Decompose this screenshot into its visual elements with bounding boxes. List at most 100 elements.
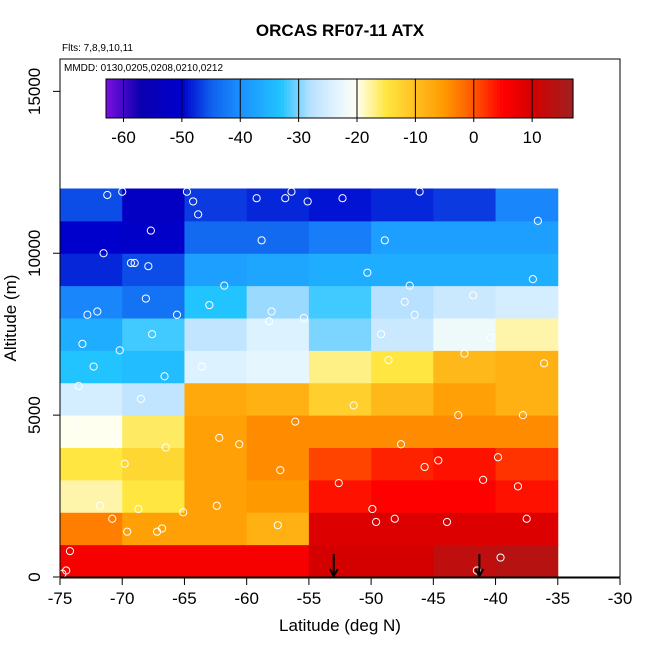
observation-point bbox=[118, 187, 127, 196]
heatmap-cell bbox=[60, 188, 123, 222]
observation-point bbox=[141, 294, 150, 303]
observation-point bbox=[220, 281, 229, 290]
y-axis-title: Altitude (m) bbox=[1, 275, 20, 362]
colorbar-segment bbox=[269, 79, 273, 118]
heatmap-cell bbox=[246, 544, 310, 578]
observation-point bbox=[415, 187, 424, 196]
observation-point bbox=[338, 194, 347, 203]
heatmap-cell bbox=[495, 447, 559, 481]
colorbar-segment bbox=[281, 79, 285, 118]
colorbar-segment bbox=[184, 79, 189, 118]
x-axis: -75 -70 -65 -60 -55 -50 -45 -40 -35 -30 bbox=[48, 577, 633, 608]
observation-point bbox=[518, 411, 528, 420]
colorbar-segment bbox=[365, 79, 370, 118]
heatmap-cell bbox=[308, 544, 372, 578]
heatmap-cell bbox=[122, 220, 185, 254]
heatmap-cell bbox=[371, 382, 434, 416]
heatmap-cell bbox=[122, 447, 185, 481]
colorbar-segment bbox=[488, 79, 492, 118]
marker-arrow bbox=[474, 554, 485, 579]
colorbar-segment bbox=[494, 79, 498, 118]
observation-point bbox=[454, 411, 463, 420]
colorbar-segment bbox=[357, 79, 361, 118]
heatmap-cell bbox=[246, 253, 310, 287]
heatmap-cell bbox=[60, 382, 123, 416]
colorbar-segment bbox=[237, 79, 241, 118]
colorbar-tick-label: -30 bbox=[286, 128, 311, 147]
observation-point bbox=[74, 381, 83, 391]
observation-point bbox=[496, 553, 505, 562]
heatmap-cell bbox=[433, 382, 497, 416]
observation-point bbox=[434, 456, 443, 465]
colorbar-tick-label: 10 bbox=[523, 128, 542, 147]
colorbar-segment bbox=[284, 79, 288, 118]
heatmap-cell bbox=[246, 447, 310, 481]
observation-point bbox=[390, 514, 399, 523]
heatmap-cell bbox=[184, 512, 248, 546]
colorbar-segment bbox=[333, 79, 338, 118]
x-axis-title: Latitude (deg N) bbox=[279, 616, 401, 635]
colorbar-segment bbox=[138, 79, 142, 118]
colorbar-tick-label: -60 bbox=[111, 128, 136, 147]
colorbar-segment bbox=[447, 79, 452, 118]
colorbar-segment bbox=[319, 79, 323, 118]
observation-point bbox=[197, 362, 206, 371]
observation-point bbox=[539, 359, 549, 368]
observation-point bbox=[65, 547, 75, 556]
heatmap-cell bbox=[184, 253, 248, 287]
observation-point bbox=[136, 394, 145, 404]
heatmap-cell bbox=[495, 285, 559, 319]
colorbar-segment bbox=[432, 79, 437, 118]
observation-point bbox=[78, 339, 87, 348]
colorbar-segment bbox=[570, 79, 574, 118]
colorbar-segment bbox=[441, 79, 446, 118]
heatmap-cell bbox=[308, 415, 372, 448]
observation-point bbox=[147, 330, 157, 339]
heatmap-cell bbox=[122, 188, 185, 222]
observation-point bbox=[410, 310, 419, 319]
colorbar-segment bbox=[301, 79, 306, 118]
y-tick-label: 5000 bbox=[25, 396, 44, 434]
heatmap-cell bbox=[495, 318, 559, 351]
colorbar-segment bbox=[383, 79, 387, 118]
heatmap-cell bbox=[246, 350, 310, 384]
heatmap-cell bbox=[184, 479, 248, 513]
colorbar-segment bbox=[535, 79, 539, 118]
colorbar-segment bbox=[549, 79, 554, 118]
heatmap-cell bbox=[495, 188, 559, 222]
colorbar-segment bbox=[298, 79, 303, 118]
x-tick-label: -65 bbox=[172, 589, 197, 608]
x-tick-label: -75 bbox=[48, 589, 73, 608]
colorbar-segment bbox=[412, 79, 416, 118]
colorbar-segment bbox=[126, 79, 130, 118]
colorbar-segment bbox=[368, 79, 373, 118]
colorbar-segment bbox=[505, 79, 510, 118]
colorbar-segment bbox=[190, 79, 195, 118]
colorbar-segment bbox=[155, 79, 160, 118]
colorbar-segment bbox=[339, 79, 344, 118]
heatmap-cell bbox=[184, 220, 248, 254]
observation-point bbox=[235, 440, 244, 449]
x-tick-label: -30 bbox=[608, 589, 633, 608]
colorbar-segment bbox=[266, 79, 271, 118]
observation-point bbox=[472, 566, 481, 575]
observation-point bbox=[99, 249, 108, 258]
colorbar-segment bbox=[251, 79, 256, 118]
observation-point bbox=[460, 349, 469, 358]
heatmap-cell bbox=[246, 415, 310, 448]
heatmap-cell bbox=[308, 382, 372, 416]
colorbar-segment bbox=[456, 79, 460, 118]
colorbar-segment bbox=[514, 79, 519, 118]
colorbar-segment bbox=[289, 79, 294, 118]
heatmap-cell bbox=[122, 479, 185, 513]
observation-point bbox=[273, 521, 282, 530]
y-axis: 0 5000 10000 15000 bbox=[25, 68, 61, 582]
colorbar-segment bbox=[254, 79, 259, 118]
colorbar-segment bbox=[532, 79, 536, 118]
observation-point bbox=[513, 482, 523, 491]
observation-point bbox=[368, 504, 377, 514]
observation-point bbox=[396, 440, 406, 449]
colorbar-segment bbox=[313, 79, 317, 118]
colorbar-segment bbox=[225, 79, 230, 118]
observation-point bbox=[103, 190, 112, 200]
